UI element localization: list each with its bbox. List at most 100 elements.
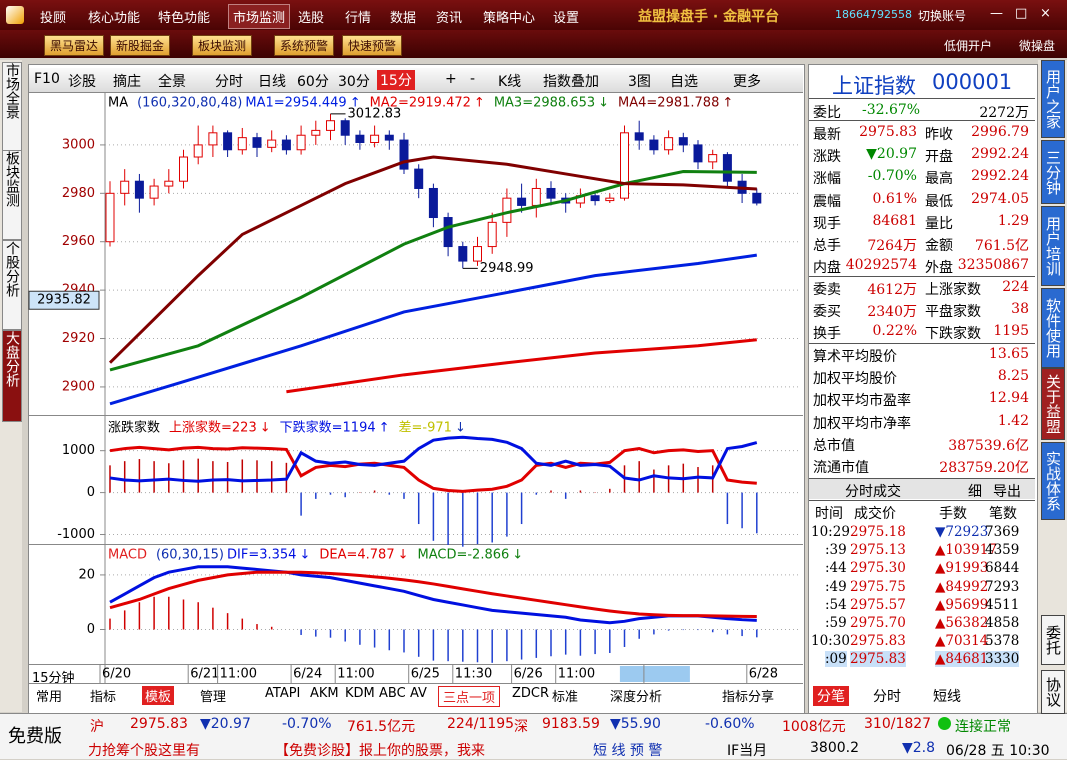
trade-button[interactable]: 导出 bbox=[993, 484, 1021, 500]
chart-tool[interactable]: 自选 bbox=[670, 74, 698, 90]
tool-link[interactable]: 低佣开户 bbox=[944, 39, 993, 53]
tool-link[interactable]: 微操盘 bbox=[1019, 39, 1056, 53]
chart-tool[interactable]: 15分 bbox=[377, 70, 415, 90]
bottom-tab[interactable]: AV bbox=[410, 686, 427, 701]
right-tab[interactable]: 关于益盟 bbox=[1041, 368, 1065, 440]
trade-cell: ▲95699 bbox=[935, 596, 989, 613]
trade-title[interactable]: 分时成交 bbox=[845, 484, 901, 500]
chart-tool[interactable]: 30分 bbox=[338, 74, 370, 90]
chart-tool[interactable]: F10 bbox=[34, 71, 60, 87]
right-tab[interactable]: 实战体系 bbox=[1041, 442, 1065, 520]
right-tab[interactable]: 软件使用 bbox=[1041, 288, 1065, 368]
right-tab[interactable]: 三分钟 bbox=[1041, 140, 1065, 204]
window-button[interactable]: × bbox=[1040, 6, 1051, 21]
left-tab[interactable]: 大盘分析 bbox=[2, 330, 22, 422]
quote-label: 开盘 bbox=[925, 149, 953, 166]
menu-item[interactable]: 设置 bbox=[553, 11, 580, 26]
index-quote: ▼20.97 bbox=[200, 716, 251, 732]
trade-cell: 7293 bbox=[985, 578, 1020, 595]
trade-column: 成交价 bbox=[854, 506, 896, 522]
trade-tab[interactable]: 短线 bbox=[933, 689, 961, 705]
chart-tool[interactable]: 分时 bbox=[215, 74, 243, 90]
quote-label: 金额 bbox=[925, 238, 953, 254]
menu-item[interactable]: 选股 bbox=[298, 11, 325, 26]
switch-account[interactable]: 切换账号 bbox=[918, 9, 967, 23]
chart-tool[interactable]: 摘庄 bbox=[113, 74, 141, 90]
trade-cell: 4511 bbox=[985, 596, 1020, 613]
menu-bar bbox=[0, 0, 1067, 30]
bottom-tab[interactable]: ATAPI bbox=[265, 686, 301, 701]
chart-tool[interactable]: 60分 bbox=[297, 74, 329, 90]
index-quote: 1008亿元 bbox=[782, 719, 846, 735]
quote-code: 000001 bbox=[932, 70, 1013, 94]
bottom-tab[interactable]: AKM bbox=[310, 686, 339, 701]
bottom-tab[interactable]: 三点一项 bbox=[438, 686, 501, 707]
index-quote: 224/1195 bbox=[447, 716, 515, 732]
chart-tool[interactable]: 全景 bbox=[158, 74, 186, 90]
bottom-tab[interactable]: 深度分析 bbox=[610, 690, 663, 705]
quote-value: 1.29 bbox=[997, 212, 1029, 229]
quote-value: 12.94 bbox=[988, 390, 1029, 407]
quote-value: 283759.20亿 bbox=[939, 460, 1029, 476]
tool-button[interactable]: 系统预警 bbox=[274, 35, 335, 56]
chart-tool[interactable]: 诊股 bbox=[68, 74, 96, 90]
ticker[interactable]: 【免费诊股】报上你的股票，我来 bbox=[275, 743, 485, 759]
left-tab[interactable]: 市场全景 bbox=[2, 62, 22, 152]
tool-button[interactable]: 黑马雷达 bbox=[44, 35, 105, 56]
bottom-tab[interactable]: KDM bbox=[345, 686, 375, 701]
right-tab[interactable]: 协议 bbox=[1041, 670, 1065, 714]
quote-label: 加权平均市盈率 bbox=[813, 393, 911, 410]
tool-button[interactable]: 板块监测 bbox=[192, 35, 253, 56]
menu-item[interactable]: 特色功能 bbox=[158, 11, 211, 26]
trade-cell: ▲84681 bbox=[935, 651, 989, 668]
chart-tool[interactable]: K线 bbox=[498, 74, 522, 90]
quote-panel bbox=[808, 64, 1038, 714]
bottom-tab[interactable]: 指标 bbox=[90, 690, 117, 705]
left-tab[interactable]: 板块监测 bbox=[2, 150, 22, 240]
chart-tool[interactable]: - bbox=[470, 71, 476, 87]
trade-cell: 4858 bbox=[985, 615, 1020, 631]
menu-item[interactable]: 核心功能 bbox=[88, 11, 141, 26]
trade-button[interactable]: 细 bbox=[968, 484, 982, 500]
menu-item[interactable]: 策略中心 bbox=[483, 11, 536, 26]
bottom-tab[interactable]: 模板 bbox=[142, 686, 175, 705]
quote-label: 最低 bbox=[925, 193, 953, 210]
trade-cell: 4359 bbox=[985, 542, 1020, 559]
trade-cell: :09 bbox=[825, 651, 847, 668]
menu-item[interactable]: 投顾 bbox=[40, 11, 67, 26]
menu-item[interactable]: 行情 bbox=[345, 11, 372, 26]
menu-item[interactable]: 资讯 bbox=[436, 11, 463, 26]
chart-tool[interactable]: 更多 bbox=[733, 74, 761, 90]
bottom-tab[interactable]: 标准 bbox=[552, 690, 579, 705]
bottom-tab[interactable]: 指标分享 bbox=[722, 690, 775, 705]
bottom-tab[interactable]: ABC bbox=[379, 686, 406, 701]
window-button[interactable]: — bbox=[990, 6, 1003, 21]
bottom-tab[interactable]: ZDCR bbox=[512, 686, 550, 701]
alert: 短 线 预 警 bbox=[593, 743, 663, 759]
right-tab[interactable]: 用户培训 bbox=[1041, 206, 1065, 286]
chart-tool[interactable]: 日线 bbox=[258, 74, 286, 90]
right-tab[interactable]: 用户之家 bbox=[1041, 60, 1065, 138]
trade-column: 时间 bbox=[815, 506, 843, 522]
quote-value: 2992.24 bbox=[971, 168, 1029, 185]
trade-tab[interactable]: 分时 bbox=[873, 689, 901, 705]
quote-value: -0.70% bbox=[867, 168, 917, 185]
tool-button[interactable]: 快速预警 bbox=[342, 35, 403, 56]
quote-value: 2975.83 bbox=[859, 124, 917, 140]
trade-cell: 2975.13 bbox=[850, 542, 906, 559]
window-button[interactable]: □ bbox=[1015, 6, 1028, 21]
bottom-tab[interactable]: 常用 bbox=[36, 690, 63, 705]
trade-cell: :59 bbox=[825, 615, 847, 631]
trade-tab[interactable]: 分笔 bbox=[813, 686, 849, 706]
left-tab[interactable]: 个股分析 bbox=[2, 240, 22, 330]
tool-button[interactable]: 新股掘金 bbox=[110, 35, 171, 56]
menu-item[interactable]: 市场监测 bbox=[228, 4, 291, 29]
brand: 益盟操盘手 · 金融平台 bbox=[638, 9, 780, 25]
right-tab[interactable]: 委托 bbox=[1041, 615, 1065, 665]
chart-tool[interactable]: 3图 bbox=[628, 74, 651, 90]
chart-tool[interactable]: + bbox=[445, 71, 457, 87]
quote-label: 流通市值 bbox=[813, 460, 869, 476]
menu-item[interactable]: 数据 bbox=[390, 11, 417, 26]
chart-tool[interactable]: 指数叠加 bbox=[543, 74, 599, 90]
bottom-tab[interactable]: 管理 bbox=[200, 690, 227, 705]
